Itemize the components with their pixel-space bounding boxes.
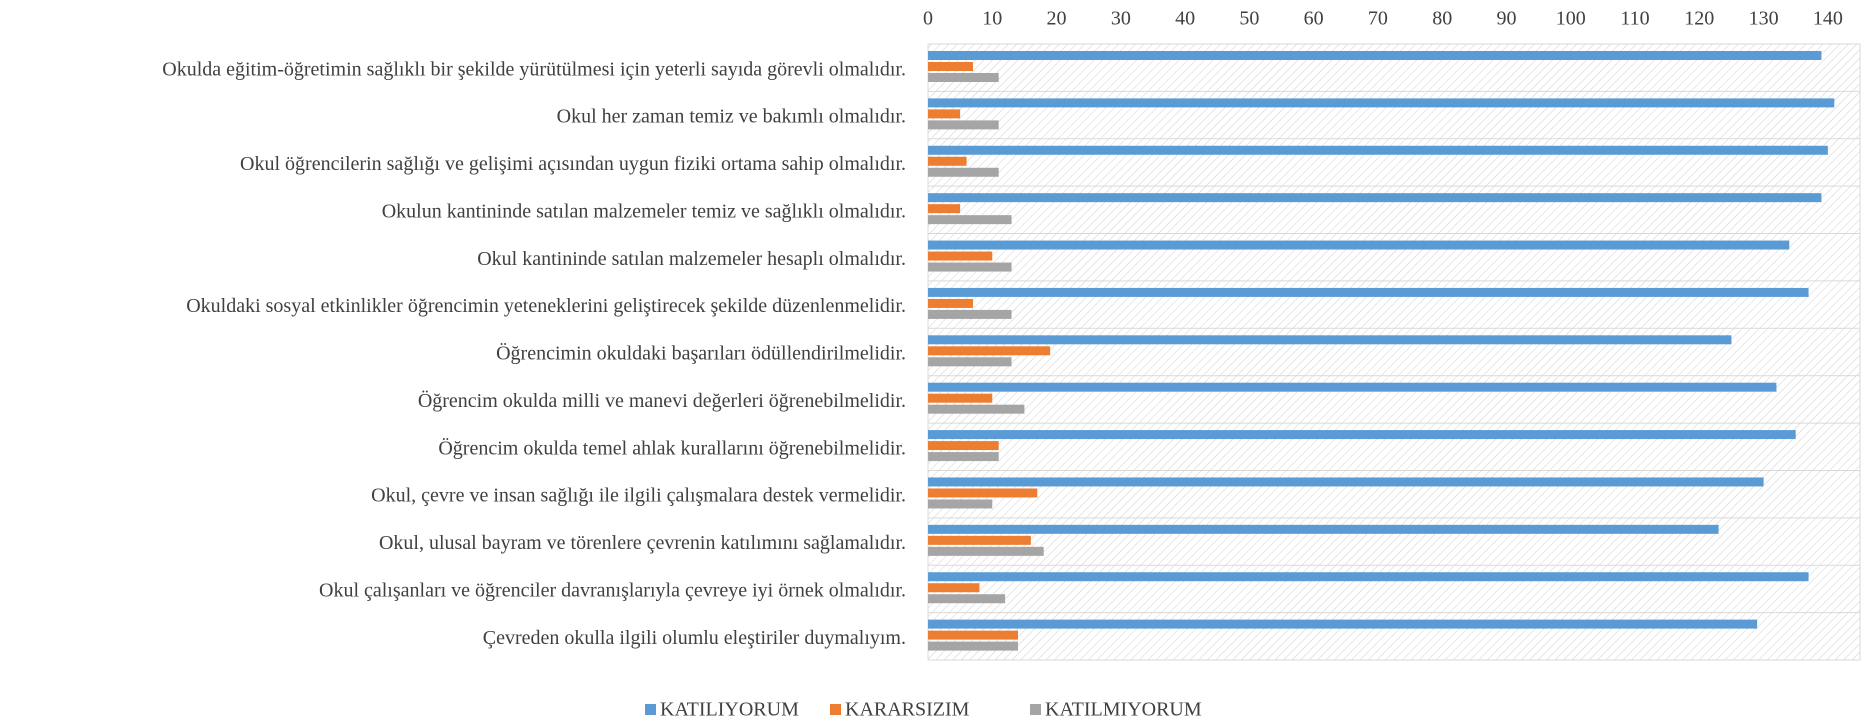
legend-swatch: [1030, 704, 1041, 715]
bar: [928, 120, 999, 130]
bar: [928, 251, 993, 261]
bar: [928, 524, 1719, 534]
bar: [928, 298, 973, 308]
category-label: Okul öğrencilerin sağlığı ve gelişimi aç…: [240, 153, 906, 175]
bar: [928, 499, 993, 509]
bar: [928, 357, 1012, 367]
bar: [928, 452, 999, 462]
category-label: Öğrencimin okuldaki başarıları ödüllendi…: [496, 342, 906, 365]
category-label: Okul çalışanları ve öğrenciler davranışl…: [319, 580, 906, 602]
x-tick-label: 50: [1239, 8, 1259, 30]
legend-label: KATILIYORUM: [660, 699, 799, 721]
x-tick-label: 10: [982, 8, 1002, 30]
bar: [928, 393, 993, 403]
bar: [928, 109, 961, 119]
plot-area: [927, 43, 1861, 661]
bar: [928, 73, 999, 82]
x-tick-label: 70: [1368, 8, 1388, 30]
category-label: Okul, ulusal bayram ve törenlere çevreni…: [379, 532, 906, 554]
legend-swatch: [645, 704, 656, 715]
bar: [928, 488, 1038, 498]
bar: [928, 382, 1777, 392]
legend-swatch: [830, 704, 841, 715]
x-tick-label: 80: [1432, 8, 1452, 30]
bar: [928, 572, 1809, 582]
bar: [928, 630, 1018, 640]
category-label: Öğrencim okulda temel ahlak kurallarını …: [438, 436, 906, 459]
x-tick-label: 40: [1175, 8, 1195, 30]
bar: [928, 204, 961, 214]
bar: [928, 309, 1012, 319]
bar: [928, 167, 999, 177]
category-label: Okul kantininde satılan malzemeler hesap…: [477, 248, 906, 270]
x-tick-label: 20: [1047, 8, 1067, 30]
x-tick-label: 30: [1111, 8, 1131, 30]
bar: [928, 477, 1764, 487]
bar: [928, 546, 1044, 556]
bar: [928, 346, 1051, 356]
bar: [928, 287, 1809, 297]
bar: [928, 619, 1758, 629]
bar: [928, 641, 1018, 651]
x-tick-label: 140: [1813, 8, 1843, 30]
x-tick-label: 120: [1684, 8, 1714, 30]
x-tick-label: 0: [923, 8, 933, 30]
bar: [928, 262, 1012, 272]
bar: [928, 335, 1732, 345]
category-label: Okul, çevre ve insan sağlığı ile ilgili …: [371, 485, 906, 507]
category-label: Okulun kantininde satılan malzemeler tem…: [382, 200, 906, 222]
x-tick-label: 90: [1496, 8, 1516, 30]
category-label: Okul her zaman temiz ve bakımlı olmalıdı…: [557, 106, 906, 128]
category-label: Okuldaki sosyal etkinlikler öğrencimin y…: [186, 295, 906, 317]
bar: [928, 98, 1835, 108]
x-tick-label: 60: [1304, 8, 1324, 30]
bar: [928, 145, 1828, 155]
bar: [928, 594, 1006, 604]
bar: [928, 240, 1790, 250]
x-tick-label: 110: [1620, 8, 1649, 30]
category-label: Okulda eğitim-öğretimin sağlıklı bir şek…: [162, 58, 906, 80]
bar: [928, 441, 999, 451]
category-label: Öğrencim okulda milli ve manevi değerler…: [418, 389, 906, 412]
bar: [928, 404, 1025, 414]
bar: [928, 51, 1822, 60]
bar: [928, 62, 973, 71]
bar: [928, 156, 967, 166]
x-tick-label: 100: [1556, 8, 1586, 30]
bar: [928, 583, 980, 593]
legend-label: KATILMIYORUM: [1045, 699, 1202, 721]
bar: [928, 193, 1822, 203]
legend-label: KARARSIZIM: [845, 699, 970, 721]
category-label: Çevreden okulla ilgili olumlu eleştirile…: [483, 627, 906, 649]
bar: [928, 430, 1796, 440]
x-tick-label: 130: [1749, 8, 1779, 30]
bar: [928, 535, 1031, 545]
bar: [928, 215, 1012, 225]
